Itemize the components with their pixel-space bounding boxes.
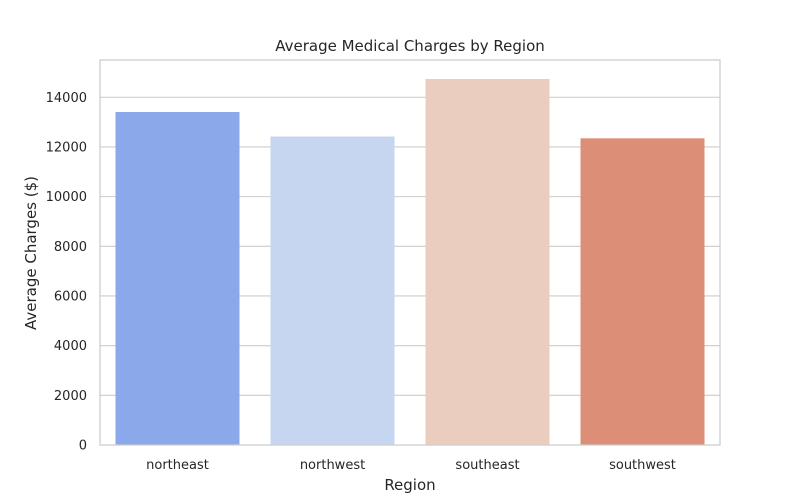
y-tick-label: 0 [79, 439, 87, 454]
y-tick-label: 12000 [46, 140, 87, 155]
y-axis-label: Average Charges ($) [22, 176, 40, 330]
y-tick-label: 6000 [54, 289, 87, 304]
y-tick-labels: 0 2000 4000 6000 8000 10000 12000 14000 [46, 91, 87, 454]
y-tick-label: 4000 [54, 339, 87, 354]
bar-northwest [270, 136, 395, 445]
bar-southwest [580, 138, 705, 445]
bars [115, 79, 705, 445]
x-axis-label: Region [384, 476, 435, 494]
x-tick-label: southeast [455, 458, 519, 473]
bar-southeast [425, 79, 550, 445]
x-tick-labels: northeast northwest southeast southwest [146, 458, 676, 473]
plot-frame [99, 59, 721, 446]
y-tick-label: 2000 [54, 389, 87, 404]
x-tick-label: southwest [609, 458, 676, 473]
y-tick-label: 8000 [54, 240, 87, 255]
y-tick-label: 14000 [46, 91, 87, 106]
bar-northeast [115, 112, 240, 445]
x-tick-label: northwest [300, 458, 365, 473]
x-tick-label: northeast [146, 458, 209, 473]
y-tick-label: 10000 [46, 190, 87, 205]
chart-title: Average Medical Charges by Region [275, 37, 545, 55]
